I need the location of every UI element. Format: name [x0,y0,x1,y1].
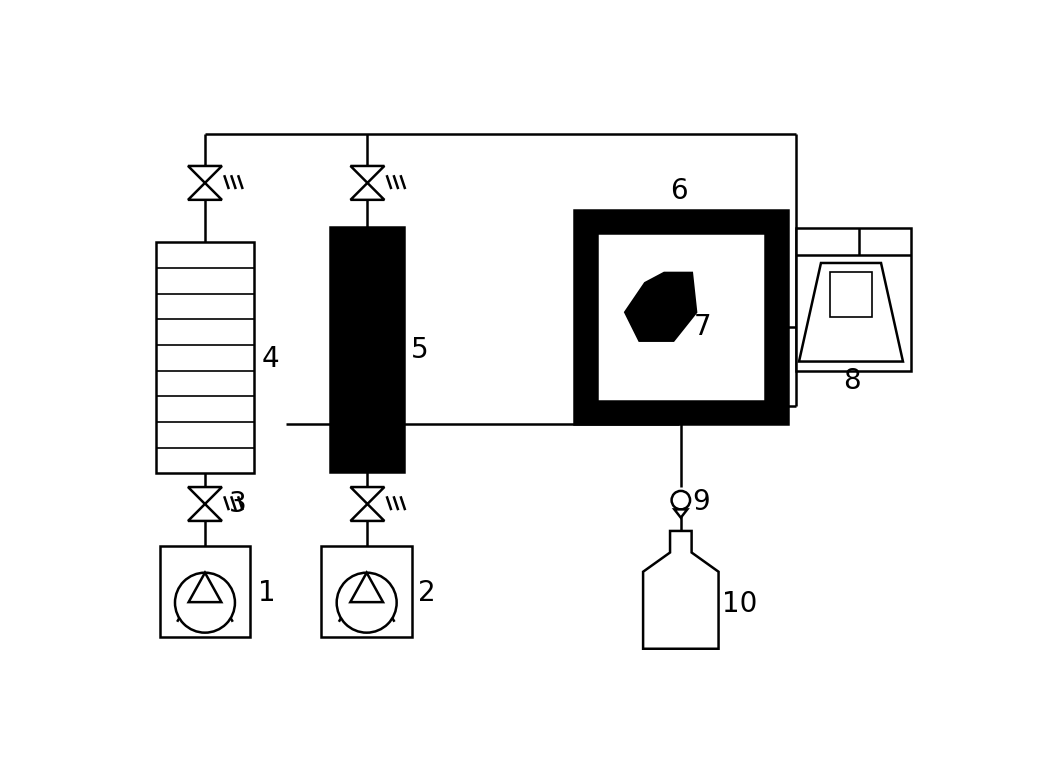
Polygon shape [799,263,902,361]
Bar [156,242,254,473]
Polygon shape [674,509,688,518]
Text: 6: 6 [670,176,688,205]
Polygon shape [188,487,222,504]
Bar [322,546,413,637]
Bar [597,233,765,401]
Polygon shape [350,573,383,602]
Polygon shape [643,531,718,649]
Polygon shape [350,166,384,183]
Bar [796,229,911,370]
Text: 1: 1 [258,578,276,607]
Text: 4: 4 [262,345,279,374]
Polygon shape [188,573,221,602]
Text: 7: 7 [694,313,712,341]
Bar [573,210,788,424]
Polygon shape [188,166,222,183]
Polygon shape [350,487,384,504]
Text: 3: 3 [229,490,247,518]
Text: 5: 5 [411,336,428,364]
Bar [829,272,872,317]
Bar [160,546,251,637]
Text: 10: 10 [723,590,758,618]
Text: 8: 8 [843,367,861,395]
Circle shape [336,573,397,633]
Text: 9: 9 [692,489,710,516]
Bar [330,227,404,472]
Text: 2: 2 [418,578,436,607]
Circle shape [175,573,235,633]
Polygon shape [625,273,696,341]
Polygon shape [350,504,384,521]
Polygon shape [188,183,222,200]
Polygon shape [188,504,222,521]
Circle shape [672,491,690,509]
Polygon shape [350,183,384,200]
